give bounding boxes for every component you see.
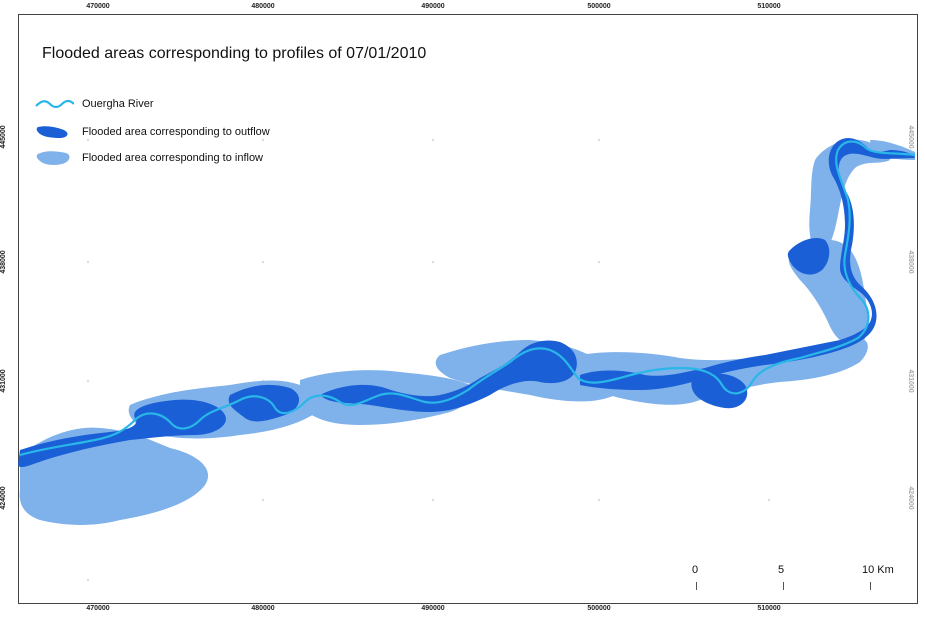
inflow-flood-area	[19, 139, 915, 525]
scale-tick	[870, 582, 871, 590]
x-tick-top: 500000	[587, 3, 611, 10]
x-tick-top: 510000	[757, 3, 781, 10]
x-tick-top: 480000	[251, 3, 275, 10]
legend-label-inflow: Flooded area corresponding to inflow	[82, 152, 264, 164]
legend-item-outflow: Flooded area corresponding to outflow	[34, 122, 270, 142]
inflow-legend-icon	[36, 151, 70, 165]
scale-label-10: 10 Km	[862, 564, 894, 576]
x-tick-top: 490000	[421, 3, 445, 10]
x-tick-bottom: 480000	[251, 605, 275, 612]
river-legend-icon	[35, 99, 74, 109]
scale-label-5: 5	[778, 564, 785, 576]
legend-item-inflow: Flooded area corresponding to inflow	[34, 148, 263, 168]
legend-label-outflow: Flooded area corresponding to outflow	[82, 126, 270, 138]
legend-item-river: Ouergha River	[34, 94, 154, 114]
x-tick-bottom: 500000	[587, 605, 611, 612]
x-tick-top: 470000	[86, 3, 110, 10]
x-tick-bottom: 510000	[757, 605, 781, 612]
legend-label-river: Ouergha River	[82, 98, 154, 110]
scale-tick	[696, 582, 697, 590]
scale-label-0: 0	[692, 564, 699, 576]
map-title: Flooded areas corresponding to profiles …	[42, 45, 427, 62]
x-tick-bottom: 490000	[421, 605, 445, 612]
x-tick-bottom: 470000	[86, 605, 110, 612]
ouergha-river-line	[19, 140, 916, 457]
outflow-legend-icon	[36, 126, 68, 138]
scale-tick	[783, 582, 784, 590]
outflow-flood-area	[18, 137, 915, 468]
